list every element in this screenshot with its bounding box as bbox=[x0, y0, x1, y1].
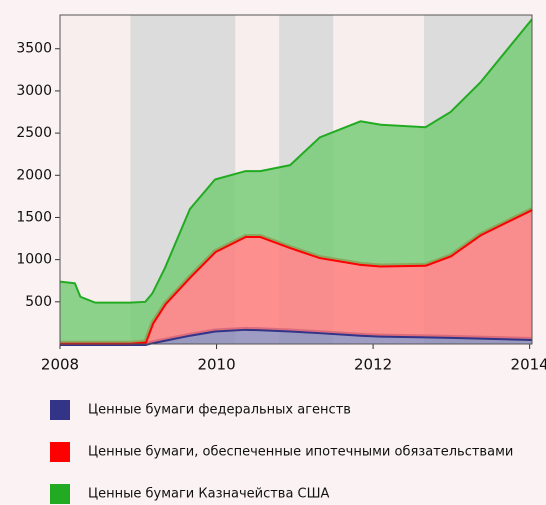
legend-label: Ценные бумаги, обеспеченные ипотечными о… bbox=[88, 445, 513, 460]
x-tick-label: 2008 bbox=[41, 356, 79, 374]
x-tick-label: 2014 bbox=[511, 356, 546, 374]
y-tick-label: 2000 bbox=[16, 167, 52, 183]
legend-label: Ценные бумаги Казначейства США bbox=[88, 487, 330, 502]
line bbox=[59, 18, 533, 304]
legend-swatch bbox=[50, 400, 70, 420]
line bbox=[60, 207, 533, 345]
legend-label: Ценные бумаги федеральных агенств bbox=[88, 403, 351, 418]
legend-swatch bbox=[50, 442, 70, 462]
plot-frame bbox=[59, 14, 533, 345]
area bbox=[60, 328, 532, 344]
y-tick-label: 1500 bbox=[16, 209, 52, 225]
x-tick-label: 2010 bbox=[197, 356, 235, 374]
legend-swatch bbox=[50, 484, 70, 504]
y-tick-label: 500 bbox=[25, 294, 52, 310]
y-tick-label: 3500 bbox=[16, 41, 52, 57]
y-tick-label: 3000 bbox=[16, 83, 52, 99]
area bbox=[60, 209, 532, 344]
y-tick-label: 2500 bbox=[16, 125, 52, 141]
area bbox=[60, 19, 532, 343]
y-tick-label: 1000 bbox=[16, 252, 52, 268]
x-tick-label: 2012 bbox=[354, 356, 392, 374]
